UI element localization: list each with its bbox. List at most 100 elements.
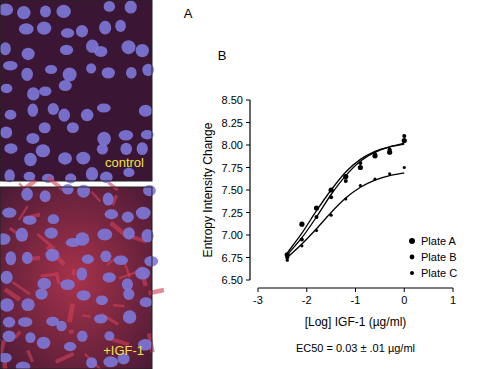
fit-curve — [287, 173, 404, 258]
nucleus — [67, 122, 79, 133]
x-tick — [355, 288, 356, 292]
nucleus — [104, 331, 114, 340]
y-tick — [246, 167, 250, 168]
legend: Plate APlate BPlate C — [409, 235, 457, 279]
nucleus — [0, 298, 14, 311]
cytoskeleton — [48, 177, 63, 189]
nucleus — [97, 144, 108, 155]
nucleus — [16, 361, 31, 369]
point — [300, 244, 303, 247]
image-frame — [0, 0, 152, 181]
nucleus — [59, 80, 72, 91]
nucleus — [97, 228, 112, 240]
y-tick-label: 8.50 — [222, 94, 243, 106]
cytoskeleton — [5, 289, 20, 299]
nucleus — [26, 133, 39, 144]
nucleus — [24, 153, 37, 166]
point — [315, 215, 319, 219]
legend-label: Plate B — [421, 251, 456, 263]
point — [402, 134, 406, 138]
point — [299, 222, 304, 227]
nucleus — [4, 169, 15, 182]
legend-marker — [410, 271, 414, 275]
point — [388, 148, 392, 152]
micrograph: control — [0, 0, 154, 184]
nucleus — [125, 0, 137, 13]
nucleus — [76, 25, 88, 37]
nucleus — [21, 68, 33, 81]
nucleus — [3, 61, 18, 70]
nucleus — [94, 314, 107, 323]
nucleus — [123, 289, 134, 300]
x-tick — [306, 288, 307, 292]
nucleus — [16, 228, 28, 242]
nucleus — [58, 152, 72, 164]
nucleus — [94, 46, 107, 57]
cytoskeleton — [56, 272, 59, 284]
nucleus — [23, 216, 37, 225]
nucleus — [97, 103, 111, 112]
x-tick-label: 0 — [401, 294, 407, 306]
nucleus — [56, 5, 70, 18]
nucleus — [48, 103, 59, 115]
cytoskeleton — [31, 256, 40, 261]
y-tick — [246, 145, 250, 146]
micrograph: +IGF-1 — [0, 177, 164, 369]
y-tick-label: 7.75 — [222, 162, 243, 174]
point — [373, 152, 377, 156]
nucleus — [40, 6, 51, 18]
point — [300, 238, 304, 242]
cytoskeleton — [85, 354, 104, 369]
cytoskeleton — [113, 304, 124, 307]
cytoskeleton — [12, 282, 29, 294]
nucleus — [102, 67, 115, 78]
figure: control+IGF-1AB6.506.757.007.257.507.758… — [0, 0, 500, 369]
fit-curve — [287, 144, 404, 253]
fit-curve — [287, 143, 404, 255]
cytoskeleton — [108, 183, 117, 191]
nucleus — [0, 3, 13, 15]
y-tick — [246, 235, 250, 236]
nucleus — [22, 48, 35, 60]
nucleus — [61, 28, 75, 38]
x-tick — [453, 288, 454, 292]
nucleus — [64, 342, 77, 351]
nucleus — [0, 126, 12, 138]
nucleus — [58, 109, 70, 122]
nucleus — [76, 152, 90, 165]
nucleus — [1, 84, 13, 94]
nucleus — [139, 105, 152, 117]
nucleus — [103, 193, 114, 206]
x-tick — [404, 288, 405, 292]
cytoskeleton — [69, 330, 74, 334]
point — [286, 259, 289, 262]
nucleus — [60, 45, 73, 55]
nucleus — [21, 298, 34, 311]
point — [359, 184, 362, 187]
nucleus — [36, 144, 51, 157]
point — [373, 178, 376, 181]
y-tick — [246, 122, 250, 123]
nucleus — [81, 109, 94, 121]
nucleus — [82, 255, 94, 264]
nucleus — [77, 330, 88, 341]
nucleus — [77, 290, 91, 300]
nucleus — [122, 278, 133, 290]
cytoskeleton — [119, 271, 138, 278]
nucleus — [45, 227, 58, 238]
nucleus — [0, 42, 11, 55]
nucleus — [123, 310, 136, 323]
nucleus — [37, 22, 51, 35]
cytoskeleton — [41, 274, 55, 276]
nucleus — [28, 103, 38, 116]
nucleus — [119, 130, 133, 141]
nucleus — [25, 332, 35, 343]
cytoskeleton — [82, 315, 90, 316]
point — [358, 165, 363, 170]
x-tick-label: -2 — [302, 294, 312, 306]
point — [314, 205, 319, 210]
nucleus — [120, 143, 132, 155]
y-tick-label: 7.50 — [222, 184, 243, 196]
y-tick — [246, 280, 250, 281]
nucleus — [136, 44, 149, 57]
